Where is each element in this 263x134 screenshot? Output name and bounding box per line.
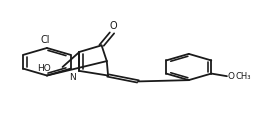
Text: CH₃: CH₃: [236, 72, 251, 81]
Text: HO: HO: [37, 64, 51, 73]
Text: N: N: [70, 73, 76, 82]
Text: O: O: [109, 21, 117, 31]
Text: O: O: [227, 72, 234, 81]
Text: Cl: Cl: [41, 35, 50, 45]
